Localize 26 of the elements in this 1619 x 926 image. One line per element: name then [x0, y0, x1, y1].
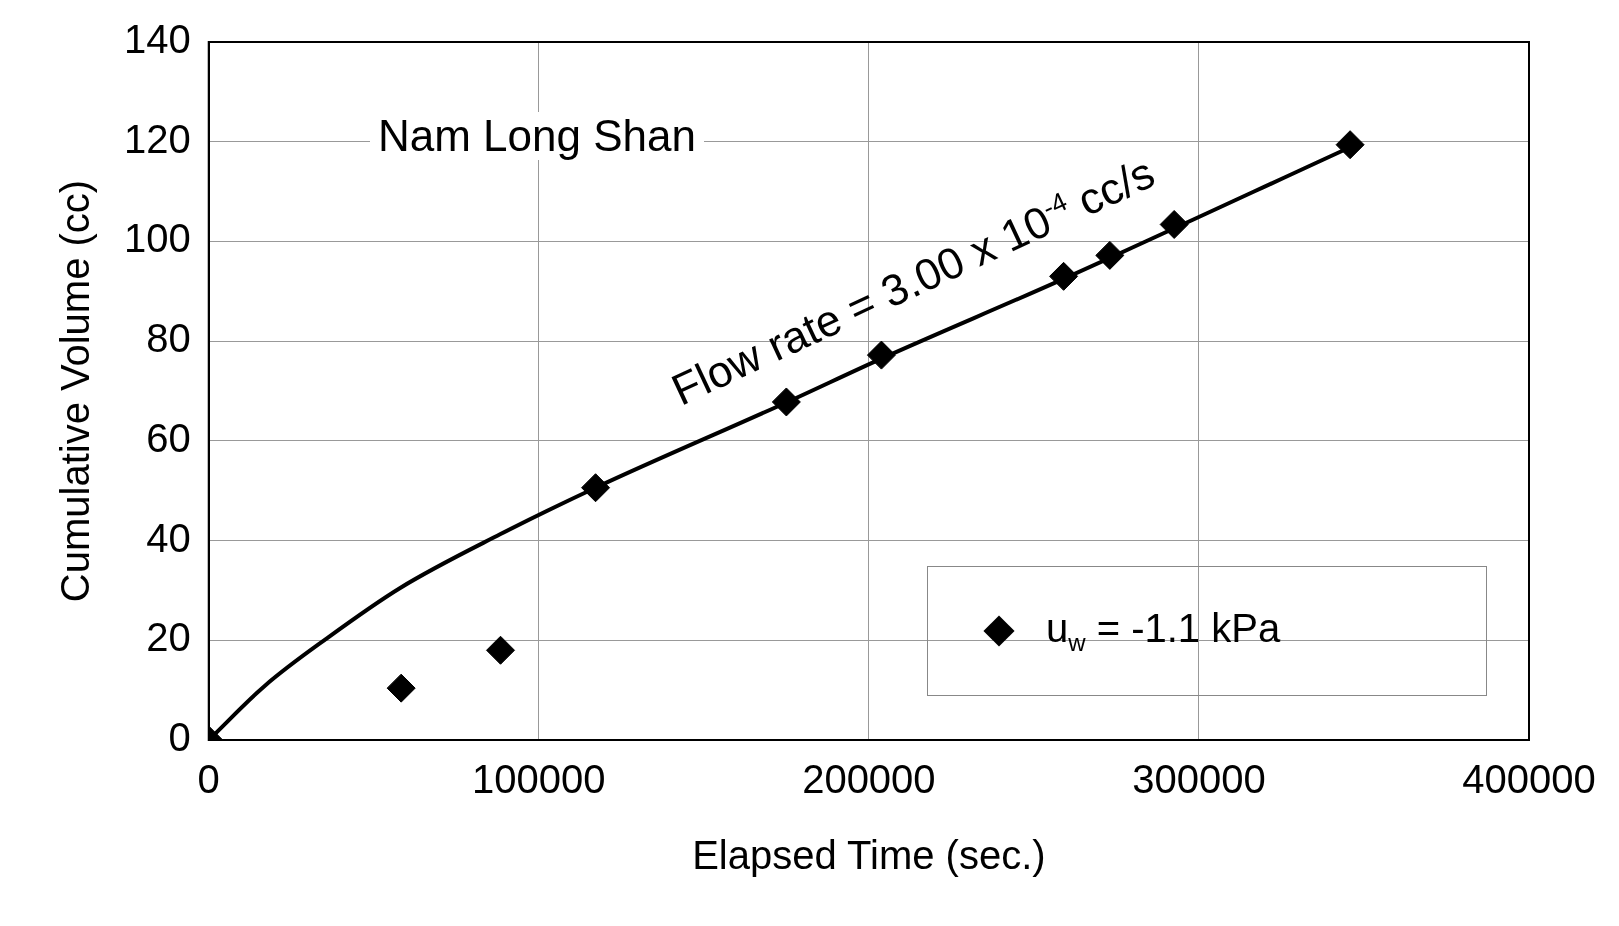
point [1049, 261, 1079, 291]
x-tick-label: 400000 [1462, 757, 1596, 802]
point [386, 673, 416, 703]
y-tick-label: 100 [123, 216, 191, 261]
y-tick-label: 60 [146, 415, 191, 460]
x-tick-label: 100000 [472, 757, 606, 802]
point [771, 387, 801, 417]
point [486, 635, 516, 665]
y-axis-title: Cumulative Volume (cc) [53, 179, 98, 603]
y-tick-label: 120 [123, 116, 191, 161]
x-tick-label: 300000 [1132, 757, 1266, 802]
y-tick-label: 20 [146, 615, 191, 660]
point [1159, 209, 1189, 239]
point [866, 340, 896, 370]
y-tick-label: 80 [146, 316, 191, 361]
point [1095, 240, 1125, 270]
annotation: Nam Long Shan [370, 111, 704, 160]
y-tick-label: 40 [146, 515, 191, 560]
point [1335, 130, 1365, 160]
y-tick-label: 140 [123, 17, 191, 62]
x-tick-label: 0 [197, 757, 220, 802]
x-axis-title: Elapsed Time (sec.) [692, 833, 1046, 878]
legend-label: u$_{w}$ = -1.1 kPa [1046, 605, 1281, 657]
y-tick-label: 0 [168, 715, 191, 760]
point [581, 473, 611, 503]
x-tick-label: 200000 [802, 757, 936, 802]
